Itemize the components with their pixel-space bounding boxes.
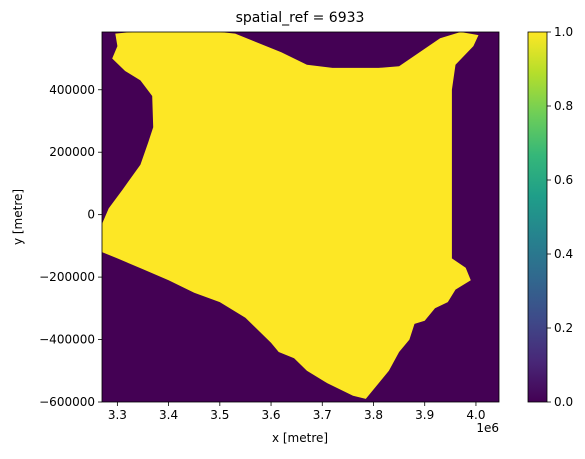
colorbar-tick-label: 0.4 xyxy=(554,247,573,261)
x-tick-label: 3.9 xyxy=(415,408,434,422)
colorbar-axis: 0.0 0.2 0.4 0.6 0.8 1.0 xyxy=(547,25,573,409)
land-mask-region xyxy=(102,32,479,399)
colorbar-tick-label: 0.0 xyxy=(554,395,573,409)
colorbar-tick-label: 0.2 xyxy=(554,321,573,335)
y-tick-label: 400000 xyxy=(49,83,95,97)
x-tick-label: 3.7 xyxy=(313,408,332,422)
colorbar-tick-label: 1.0 xyxy=(554,25,573,39)
colorbar-tick-label: 0.6 xyxy=(554,173,573,187)
y-axis: 400000 200000 0 −200000 −400000 −600000 xyxy=(39,83,102,409)
x-tick-label: 3.5 xyxy=(210,408,229,422)
colorbar-tick-label: 0.8 xyxy=(554,99,573,113)
chart-title: spatial_ref = 6933 xyxy=(236,10,365,26)
x-tick-label: 3.6 xyxy=(261,408,280,422)
x-tick-label: 3.4 xyxy=(159,408,178,422)
x-tick-label: 3.8 xyxy=(364,408,383,422)
plot-frame xyxy=(101,31,500,403)
x-tick-label: 3.3 xyxy=(108,408,127,422)
colorbar xyxy=(527,31,548,403)
y-tick-label: −400000 xyxy=(39,333,95,347)
y-tick-label: −200000 xyxy=(39,270,95,284)
y-tick-label: 200000 xyxy=(49,145,95,159)
y-tick-label: 0 xyxy=(87,208,95,222)
x-axis-offset: 1e6 xyxy=(476,421,499,435)
plot-area xyxy=(102,32,479,399)
y-tick-label: −600000 xyxy=(39,395,95,409)
y-axis-label: y [metre] xyxy=(11,189,25,245)
x-axis: 3.3 3.4 3.5 3.6 3.7 3.8 3.9 4.0 xyxy=(108,402,485,422)
x-tick-label: 4.0 xyxy=(466,408,485,422)
x-axis-label: x [metre] xyxy=(272,431,328,445)
